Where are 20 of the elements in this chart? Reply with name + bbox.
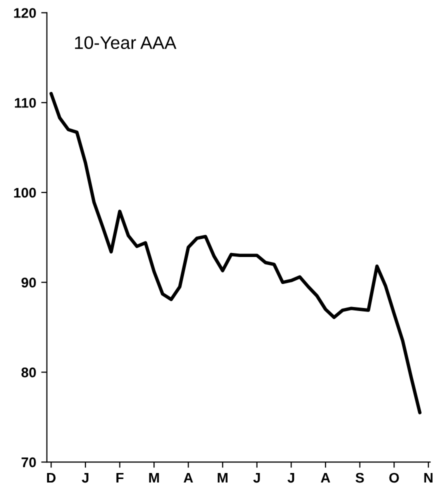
x-tick-label: M xyxy=(218,472,228,483)
y-tick-label: 80 xyxy=(21,368,36,378)
y-tick-label: 120 xyxy=(14,8,36,18)
x-tick-label: O xyxy=(389,472,399,483)
x-tick-label: M xyxy=(149,472,159,483)
x-tick-label: D xyxy=(47,472,56,483)
x-tick-label: N xyxy=(424,472,432,483)
x-tick-label: J xyxy=(288,472,294,483)
line-series xyxy=(49,92,422,414)
y-tick-label: 70 xyxy=(22,457,36,468)
x-tick-label: J xyxy=(82,472,88,483)
y-tick-label: 110 xyxy=(14,98,36,108)
x-tick-label: J xyxy=(253,472,260,483)
y-tick-label: 100 xyxy=(14,188,36,198)
x-tick-label: A xyxy=(184,472,193,483)
x-tick-label: S xyxy=(356,472,364,483)
x-tick-label: A xyxy=(320,472,330,483)
x-tick-label: F xyxy=(116,472,124,483)
y-tick-label: 90 xyxy=(21,278,36,288)
text: 10-Year AAA xyxy=(75,36,176,50)
